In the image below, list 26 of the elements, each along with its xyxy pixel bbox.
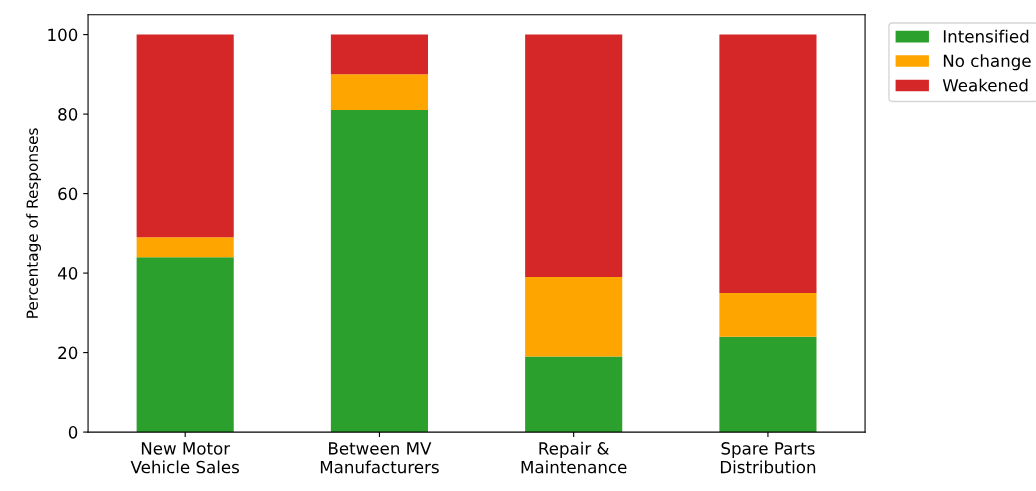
legend-label: Intensified [943,29,1029,43]
x-tick-label: Spare Parts Distribution [720,442,816,474]
bar [136,237,234,258]
legend-label: No change [943,54,1031,71]
bar [719,34,817,293]
bar [330,74,428,111]
y-tick-label: 100 [48,28,78,42]
y-tick-label: 40 [57,267,78,280]
bar [330,110,428,433]
y-tick-label: 60 [58,187,78,201]
legend-label: Weakened [942,78,1028,92]
bar [719,292,817,337]
y-tick-label: 0 [68,426,78,439]
bar [525,277,623,357]
bar [136,34,234,238]
bar [136,257,234,433]
bar [719,336,817,433]
bar [525,356,623,433]
x-tick-label: New Motor Vehicle Sales [130,442,239,474]
bar [330,34,428,75]
x-tick-label: Between MV Manufacturers [320,442,439,474]
y-tick-label: 80 [58,108,78,121]
y-tick-label: 20 [58,346,78,360]
y-axis-title: Percentage of Responses [26,128,41,318]
x-tick-label: Repair & Maintenance [521,441,627,474]
bar [525,34,623,278]
